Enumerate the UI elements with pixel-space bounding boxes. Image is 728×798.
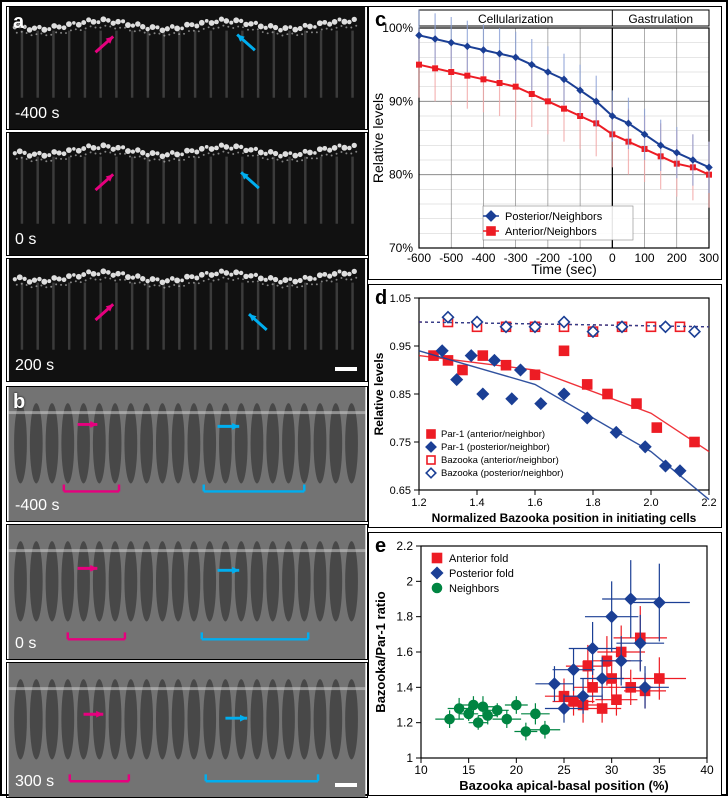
svg-text:Anterior fold: Anterior fold — [449, 553, 508, 565]
left-column: a -400 s 0 s 200 s b -400 s 0 s 300 s — [6, 6, 368, 794]
svg-text:-400: -400 — [471, 251, 495, 265]
svg-text:0.65: 0.65 — [390, 485, 411, 497]
svg-text:80%: 80% — [389, 168, 413, 182]
time-label: 0 s — [15, 635, 36, 653]
svg-text:1: 1 — [406, 751, 413, 765]
panelB-sub1: 0 s — [6, 524, 368, 660]
svg-text:Bazooka (posterior/neighbor): Bazooka (posterior/neighbor) — [441, 468, 564, 479]
svg-text:1.6: 1.6 — [396, 645, 413, 659]
time-label: 0 s — [15, 231, 36, 249]
svg-text:20: 20 — [510, 763, 524, 777]
time-label: -400 s — [15, 497, 59, 515]
svg-text:100%: 100% — [382, 21, 413, 35]
panel-b: b -400 s 0 s 300 s — [6, 386, 368, 798]
panel-c: c70%80%90%100%-600-500-400-300-200-10001… — [368, 6, 722, 280]
panel-a: a -400 s 0 s 200 s — [6, 6, 368, 382]
time-label: -400 s — [15, 105, 59, 123]
svg-text:Posterior fold: Posterior fold — [449, 568, 514, 580]
svg-text:1.4: 1.4 — [469, 497, 484, 509]
svg-text:-500: -500 — [439, 251, 463, 265]
svg-text:2: 2 — [406, 574, 413, 588]
svg-text:0: 0 — [609, 251, 616, 265]
panelB-sub0: b -400 s — [6, 386, 368, 522]
panelA-sub2: 200 s — [6, 258, 368, 382]
svg-text:Bazooka apical-basal position: Bazooka apical-basal position (%) — [459, 778, 669, 793]
panel-d: d1.21.41.61.82.02.20.650.750.850.951.05N… — [368, 284, 722, 528]
svg-text:40: 40 — [700, 763, 714, 777]
svg-text:Neighbors: Neighbors — [449, 583, 500, 595]
svg-text:35: 35 — [653, 763, 667, 777]
panel-label: c — [375, 9, 386, 32]
svg-text:1.4: 1.4 — [396, 680, 413, 694]
svg-text:300: 300 — [699, 251, 719, 265]
svg-text:Normalized Bazooka position in: Normalized Bazooka position in initiatin… — [432, 511, 697, 525]
panel-e: e 10 15 20 25 30 35 40 1 1.2 1.4 1.6 1.8 2 2.2 Bazooka … — [368, 532, 722, 796]
svg-text:1.2: 1.2 — [396, 716, 413, 730]
svg-text:1.8: 1.8 — [585, 497, 600, 509]
panel-label: b — [13, 391, 25, 414]
svg-text:30: 30 — [605, 763, 619, 777]
svg-text:Par-1 (anterior/neighbor): Par-1 (anterior/neighbor) — [441, 429, 545, 440]
svg-text:Relative levels: Relative levels — [372, 352, 386, 435]
svg-text:Gastrulation: Gastrulation — [628, 12, 693, 26]
scalebar — [335, 783, 357, 787]
svg-text:2.2: 2.2 — [396, 539, 413, 553]
svg-text:90%: 90% — [389, 94, 413, 108]
svg-text:2.0: 2.0 — [643, 497, 658, 509]
svg-text:Bazooka/Par-1 ratio: Bazooka/Par-1 ratio — [373, 591, 388, 712]
scalebar — [335, 367, 357, 371]
svg-text:Time (sec): Time (sec) — [531, 261, 597, 277]
svg-text:Anterior/Neighbors: Anterior/Neighbors — [505, 226, 597, 238]
svg-text:1.2: 1.2 — [411, 497, 426, 509]
panelB-sub2: 300 s — [6, 662, 368, 798]
panelA-sub1: 0 s — [6, 132, 368, 256]
svg-text:1.05: 1.05 — [390, 293, 411, 305]
svg-text:25: 25 — [557, 763, 571, 777]
svg-text:Relative levels: Relative levels — [370, 93, 386, 183]
svg-text:-300: -300 — [504, 251, 528, 265]
panel-label: a — [13, 11, 24, 34]
svg-text:10: 10 — [414, 763, 428, 777]
right-column: c70%80%90%100%-600-500-400-300-200-10001… — [368, 6, 722, 794]
svg-text:100: 100 — [635, 251, 655, 265]
svg-text:1.8: 1.8 — [396, 610, 413, 624]
svg-text:0.85: 0.85 — [390, 389, 411, 401]
panel-label: e — [375, 535, 386, 558]
svg-text:1.6: 1.6 — [527, 497, 542, 509]
svg-text:200: 200 — [667, 251, 687, 265]
svg-text:15: 15 — [462, 763, 476, 777]
svg-text:0.75: 0.75 — [390, 437, 411, 449]
svg-text:Cellularization: Cellularization — [478, 12, 553, 26]
panelA-sub0: a -400 s — [6, 6, 368, 130]
svg-text:Par-1 (posterior/neighbor): Par-1 (posterior/neighbor) — [441, 442, 550, 453]
svg-text:Bazooka (anterior/neighbor): Bazooka (anterior/neighbor) — [441, 455, 559, 466]
svg-text:-600: -600 — [407, 251, 431, 265]
time-label: 200 s — [15, 357, 54, 375]
time-label: 300 s — [15, 773, 54, 791]
svg-text:Posterior/Neighbors: Posterior/Neighbors — [505, 211, 603, 223]
panel-label: d — [375, 287, 387, 310]
svg-text:0.95: 0.95 — [390, 341, 411, 353]
